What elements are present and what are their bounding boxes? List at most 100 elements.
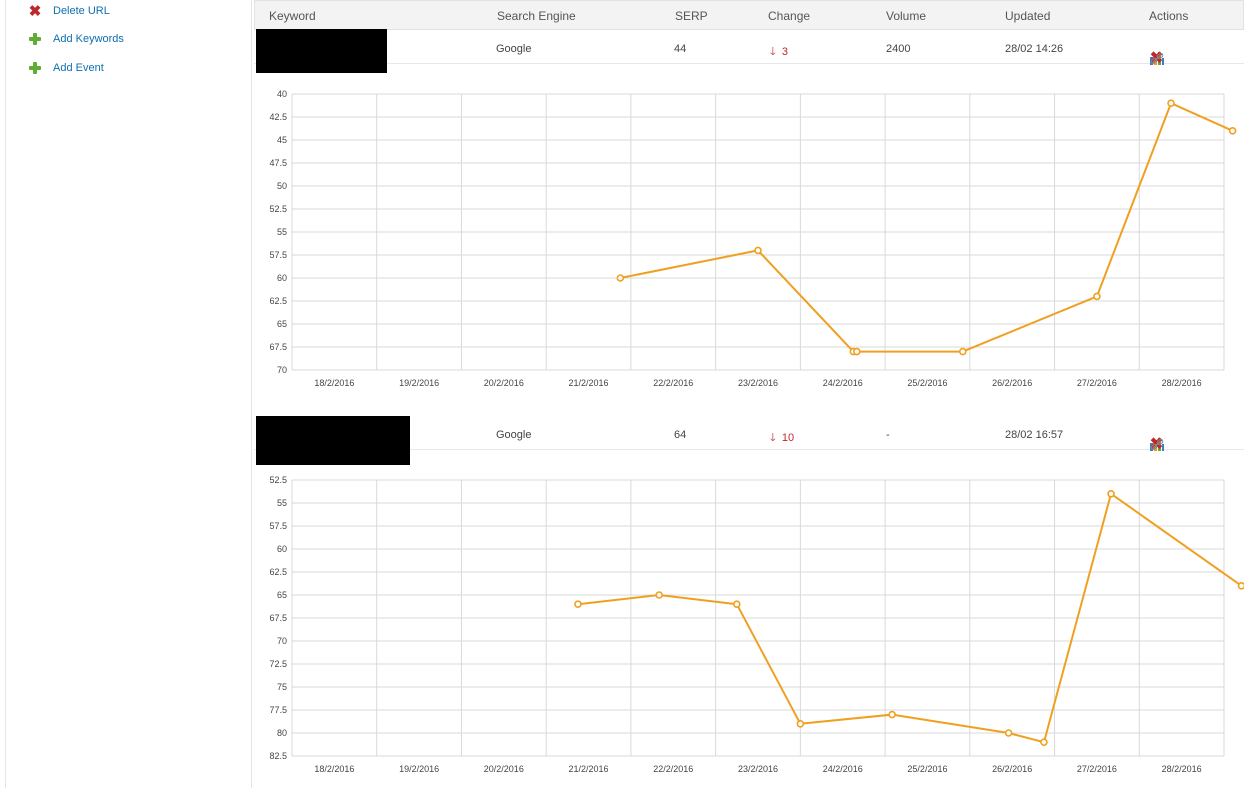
y-tick-label: 55 bbox=[277, 498, 287, 508]
data-point bbox=[1004, 729, 1013, 737]
y-tick-label: 62.5 bbox=[269, 296, 287, 306]
add-event-link[interactable]: Add Event bbox=[28, 58, 104, 78]
row-updated: 28/02 16:57 bbox=[1005, 429, 1064, 441]
x-tick-label: 18/2/2016 bbox=[314, 764, 354, 774]
redacted-keyword bbox=[256, 416, 410, 465]
row-change: 🡓 3 bbox=[770, 46, 788, 58]
rank-chart-1: 40 42.5 45 47.5 50 52.5 55 57.5 60 62.5 65 67.5 70 18… bbox=[254, 80, 1244, 400]
x-tick-label: 28/2/2016 bbox=[1162, 764, 1202, 774]
delete-url-link[interactable]: ✖ Delete URL bbox=[28, 1, 110, 21]
arrow-down-icon: 🡓 bbox=[770, 46, 776, 58]
data-point bbox=[888, 710, 896, 719]
data-point bbox=[616, 274, 625, 282]
row-serp: 64 bbox=[674, 429, 687, 441]
x-tick-label: 18/2/2016 bbox=[314, 378, 354, 388]
x-tick-label: 28/2/2016 bbox=[1162, 378, 1202, 388]
rank-chart-2-svg: 52.5 55 57.5 60 62.5 65 67.5 70 72.5 75 77.5 80 82.5… bbox=[269, 475, 1244, 774]
y-tick-label: 65 bbox=[277, 319, 287, 329]
x-tick-label: 22/2/2016 bbox=[653, 764, 693, 774]
y-tick-label: 60 bbox=[277, 273, 287, 283]
row-volume: 2400 bbox=[886, 43, 911, 55]
row-engine: Google bbox=[496, 43, 532, 55]
data-point bbox=[853, 347, 861, 356]
y-tick-label: 67.5 bbox=[269, 613, 287, 623]
y-tick-label: 70 bbox=[277, 636, 287, 646]
y-tick-label: 67.5 bbox=[269, 342, 287, 352]
x-tick-label: 26/2/2016 bbox=[992, 764, 1032, 774]
rank-chart-1-svg: 40 42.5 45 47.5 50 52.5 55 57.5 60 62.5 65 67.5 70 18… bbox=[269, 89, 1237, 388]
x-tick-label: 25/2/2016 bbox=[907, 378, 947, 388]
header-search-engine[interactable]: Search Engine bbox=[497, 9, 576, 23]
data-point bbox=[733, 600, 741, 608]
y-tick-label: 65 bbox=[277, 590, 287, 600]
x-tick-label: 20/2/2016 bbox=[484, 764, 524, 774]
plus-icon bbox=[28, 32, 42, 46]
y-tick-label: 75 bbox=[277, 682, 287, 692]
y-tick-label: 57.5 bbox=[269, 250, 287, 260]
row-change: 🡓 10 bbox=[770, 432, 795, 444]
header-keyword[interactable]: Keyword bbox=[269, 9, 316, 23]
data-point bbox=[1040, 738, 1048, 747]
y-tick-label: 77.5 bbox=[269, 705, 287, 715]
header-volume[interactable]: Volume bbox=[886, 9, 927, 23]
rank-chart-2: 52.5 55 57.5 60 62.5 65 67.5 70 72.5 75 77.5 80 82.5… bbox=[254, 466, 1244, 786]
link-icon[interactable] bbox=[1149, 51, 1164, 66]
table-row: Google 44 🡓 3 2400 28/02 14:26 ✖ bbox=[254, 30, 1244, 66]
plus-icon bbox=[28, 61, 42, 75]
data-point bbox=[958, 347, 967, 356]
data-point bbox=[796, 719, 805, 728]
x-tick-label: 22/2/2016 bbox=[653, 378, 693, 388]
y-tick-label: 50 bbox=[277, 181, 287, 191]
x-tick-label: 21/2/2016 bbox=[569, 764, 609, 774]
x-tick-label: 21/2/2016 bbox=[569, 378, 609, 388]
delete-url-label: Delete URL bbox=[53, 5, 110, 17]
header-actions: Actions bbox=[1149, 9, 1189, 23]
x-tick-label: 19/2/2016 bbox=[399, 764, 439, 774]
x-tick-label: 23/2/2016 bbox=[738, 378, 778, 388]
row-engine: Google bbox=[496, 429, 532, 441]
keyword-table: Keyword Search Engine SERP Change Volume… bbox=[254, 0, 1254, 788]
data-point bbox=[655, 591, 663, 599]
y-tick-label: 60 bbox=[277, 544, 287, 554]
y-tick-label: 72.5 bbox=[269, 659, 287, 669]
y-tick-label: 47.5 bbox=[269, 158, 287, 168]
x-tick-label: 23/2/2016 bbox=[738, 764, 778, 774]
x-tick-label: 19/2/2016 bbox=[399, 378, 439, 388]
y-tick-label: 62.5 bbox=[269, 567, 287, 577]
header-change[interactable]: Change bbox=[768, 9, 811, 23]
x-tick-label: 20/2/2016 bbox=[484, 378, 524, 388]
table-row: Google 64 🡓 10 - 28/02 16:57 ✖ bbox=[254, 416, 1244, 452]
x-tick-label: 24/2/2016 bbox=[823, 378, 863, 388]
data-point bbox=[1228, 126, 1237, 135]
y-tick-label: 42.5 bbox=[269, 112, 287, 122]
x-tick-label: 27/2/2016 bbox=[1077, 764, 1117, 774]
x-tick-label: 26/2/2016 bbox=[992, 378, 1032, 388]
y-tick-label: 57.5 bbox=[269, 521, 287, 531]
y-tick-label: 80 bbox=[277, 728, 287, 738]
x-tick-label: 25/2/2016 bbox=[907, 764, 947, 774]
redacted-keyword bbox=[256, 29, 387, 73]
sidebar: ✖ Delete URL Add Keywords Add Event bbox=[5, 0, 252, 788]
y-tick-label: 45 bbox=[277, 135, 287, 145]
data-point bbox=[1167, 99, 1175, 108]
row-updated: 28/02 14:26 bbox=[1005, 43, 1064, 55]
delete-icon: ✖ bbox=[28, 2, 42, 20]
row-serp: 44 bbox=[674, 43, 687, 55]
y-tick-label: 82.5 bbox=[269, 751, 287, 761]
data-point bbox=[1107, 489, 1115, 498]
link-icon[interactable] bbox=[1149, 437, 1164, 452]
y-tick-label: 52.5 bbox=[269, 204, 287, 214]
x-tick-label: 24/2/2016 bbox=[823, 764, 863, 774]
data-point bbox=[754, 246, 762, 255]
series-line bbox=[620, 102, 1233, 353]
y-tick-label: 40 bbox=[277, 89, 287, 99]
y-tick-label: 55 bbox=[277, 227, 287, 237]
table-header: Keyword Search Engine SERP Change Volume… bbox=[254, 0, 1244, 30]
header-serp[interactable]: SERP bbox=[675, 9, 708, 23]
x-tick-label: 27/2/2016 bbox=[1077, 378, 1117, 388]
add-event-label: Add Event bbox=[53, 62, 104, 74]
add-keywords-link[interactable]: Add Keywords bbox=[28, 29, 124, 49]
add-keywords-label: Add Keywords bbox=[53, 33, 124, 45]
header-updated[interactable]: Updated bbox=[1005, 9, 1051, 23]
data-point bbox=[1237, 582, 1244, 590]
